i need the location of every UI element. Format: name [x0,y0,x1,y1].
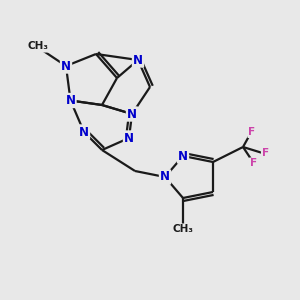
Text: N: N [65,94,76,107]
Text: N: N [178,149,188,163]
Text: N: N [160,170,170,184]
Text: F: F [250,158,257,169]
Text: CH₃: CH₃ [27,41,48,52]
Text: F: F [248,127,256,137]
Text: CH₃: CH₃ [172,224,194,235]
Text: F: F [262,148,269,158]
Text: N: N [124,131,134,145]
Text: N: N [61,59,71,73]
Text: N: N [127,107,137,121]
Text: N: N [79,125,89,139]
Text: N: N [133,53,143,67]
